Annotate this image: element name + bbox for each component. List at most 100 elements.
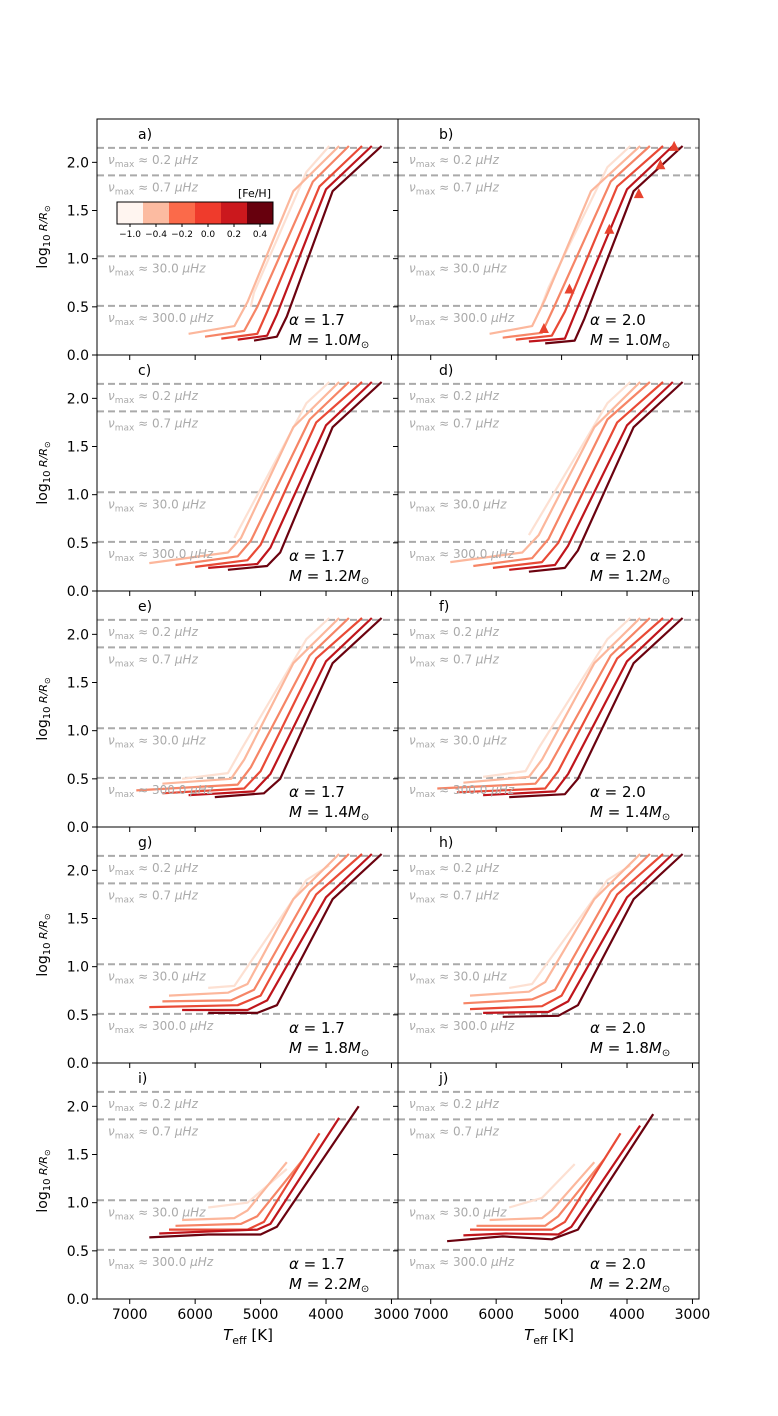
series-group — [447, 1113, 655, 1243]
mass-annotation: M = 1.8M⊙ — [289, 1039, 369, 1059]
y-tick-label-1: 0.5 — [67, 1008, 89, 1024]
series-line-feh-5 — [509, 617, 684, 799]
numax-label-1: νmax ≈ 0.7 μHz — [409, 416, 500, 433]
legend-tick-label-2: −0.2 — [171, 230, 193, 240]
mass-annotation: M = 1.4M⊙ — [289, 803, 369, 823]
x-tick-label-0: 7000 — [413, 1307, 449, 1323]
series-line-feh-4 — [483, 617, 674, 797]
series-line-feh-1 — [162, 617, 340, 785]
y-tick-label-4: 2.0 — [67, 627, 89, 643]
alpha-annotation: α = 1.7 — [289, 547, 345, 565]
numax-label-2: νmax ≈ 30.0 μHz — [108, 261, 206, 278]
marker-triangle-4 — [655, 159, 666, 170]
x-axis-label-unit: [K] — [247, 1326, 273, 1344]
series-line-feh-4 — [483, 853, 674, 1014]
marker-triangle-3 — [633, 188, 644, 199]
series-group — [463, 853, 684, 1018]
numax-label-2: νmax ≈ 30.0 μHz — [409, 733, 507, 750]
panel-j: νmax ≈ 0.2 μHz νmax ≈ 0.7 μHz νmax ≈ 30.0 … — [393, 1062, 710, 1323]
y-tick-label-1: 0.5 — [67, 772, 89, 788]
series-line-feh-5 — [214, 617, 383, 799]
marker-triangle-1 — [564, 283, 575, 294]
mass-annotation: M = 1.8M⊙ — [590, 1039, 670, 1059]
series-line-feh-0 — [233, 381, 331, 539]
series-line-feh-0 — [482, 617, 632, 778]
alpha-annotation: α = 2.0 — [590, 783, 646, 801]
y-tick-label-3: 1.5 — [67, 912, 89, 928]
panel-frame — [397, 1062, 700, 1300]
numax-label-0: νmax ≈ 0.2 μHz — [108, 1097, 199, 1114]
series-line-feh-3 — [469, 853, 664, 1011]
series-line-feh-1 — [489, 145, 641, 335]
mass-annotation: M = 1.2M⊙ — [289, 567, 369, 587]
panel-f: νmax ≈ 0.2 μHz νmax ≈ 0.7 μHz νmax ≈ 30.0 … — [393, 590, 700, 832]
legend-tick-label-5: 0.4 — [253, 230, 268, 240]
series-line-feh-3 — [169, 1132, 321, 1231]
series-line-feh-0 — [509, 864, 631, 989]
mass-annotation: M = 1.0M⊙ — [289, 331, 369, 351]
series-group — [437, 617, 684, 799]
panel-label: b) — [439, 127, 453, 143]
numax-label-2: νmax ≈ 30.0 μHz — [108, 497, 206, 514]
series-line-feh-3 — [492, 381, 664, 569]
series-line-feh-2 — [463, 853, 651, 1005]
legend-swatch-5 — [247, 202, 273, 224]
series-line-feh-2 — [476, 1158, 605, 1227]
series-line-feh-1 — [469, 853, 641, 997]
numax-label-0: νmax ≈ 0.2 μHz — [108, 861, 199, 878]
series-line-feh-5 — [502, 853, 684, 1018]
series-line-feh-1 — [168, 853, 340, 997]
numax-label-1: νmax ≈ 0.7 μHz — [108, 416, 199, 433]
numax-label-2: νmax ≈ 30.0 μHz — [108, 733, 206, 750]
x-tick-label-2: 5000 — [243, 1307, 279, 1323]
panel-label: j) — [438, 1071, 448, 1087]
y-axis-label: log10 R/R⊙ — [35, 205, 53, 268]
y-tick-label-4: 2.0 — [67, 391, 89, 407]
numax-label-1: νmax ≈ 0.7 μHz — [409, 888, 500, 905]
alpha-annotation: α = 1.7 — [289, 1019, 345, 1037]
x-tick-label-3: 4000 — [609, 1307, 645, 1323]
legend-swatch-3 — [195, 202, 221, 224]
x-tick-label-1: 6000 — [177, 1307, 213, 1323]
legend-swatch-4 — [221, 202, 247, 224]
panel-g: νmax ≈ 0.2 μHz νmax ≈ 0.7 μHz νmax ≈ 30.0 … — [35, 826, 399, 1072]
y-tick-label-4: 2.0 — [67, 155, 89, 171]
panel-d: νmax ≈ 0.2 μHz νmax ≈ 0.7 μHz νmax ≈ 30.0 … — [393, 354, 700, 596]
x-axis-labels: Teff [K] Teff [K] — [223, 1326, 574, 1347]
feh-legend: [Fe/H] −1.0 −0.4 −0.2 0.0 0.2 0.4 — [116, 187, 274, 240]
series-line-feh-1 — [182, 1161, 288, 1222]
numax-label-3: νmax ≈ 300.0 μHz — [108, 783, 214, 800]
y-tick-label-0: 0.0 — [67, 1292, 89, 1308]
numax-label-3: νmax ≈ 300.0 μHz — [409, 1255, 515, 1272]
numax-label-2: νmax ≈ 30.0 μHz — [409, 497, 507, 514]
numax-label-3: νmax ≈ 300.0 μHz — [108, 311, 214, 328]
series-line-feh-5 — [447, 1113, 655, 1243]
alpha-annotation: α = 2.0 — [590, 311, 646, 329]
numax-label-3: νmax ≈ 300.0 μHz — [108, 1255, 214, 1272]
series-line-feh-2 — [175, 1158, 304, 1227]
y-tick-label-4: 2.0 — [67, 1099, 89, 1115]
alpha-annotation: α = 1.7 — [289, 783, 345, 801]
y-tick-label-3: 1.5 — [67, 676, 89, 692]
marker-triangle-2 — [604, 223, 615, 234]
legend-swatch-2 — [169, 202, 195, 224]
x-tick-label-1: 6000 — [478, 1307, 514, 1323]
numax-label-2: νmax ≈ 30.0 μHz — [409, 969, 507, 986]
y-tick-label-3: 1.5 — [67, 204, 89, 220]
numax-label-2: νmax ≈ 30.0 μHz — [409, 261, 507, 278]
numax-label-3: νmax ≈ 300.0 μHz — [108, 547, 214, 564]
legend-frame — [116, 201, 274, 225]
x-tick-label-2: 5000 — [544, 1307, 580, 1323]
legend-tick-label-4: 0.2 — [227, 230, 241, 240]
series-line-feh-3 — [162, 617, 363, 795]
series-line-feh-2 — [437, 617, 651, 790]
y-tick-label-2: 1.0 — [67, 724, 89, 740]
panel-label: a) — [138, 127, 152, 143]
panel-b: νmax ≈ 0.2 μHz νmax ≈ 0.7 μHz νmax ≈ 30.0 … — [393, 118, 700, 360]
panel-c: νmax ≈ 0.2 μHz νmax ≈ 0.7 μHz νmax ≈ 30.0 … — [35, 354, 399, 600]
panel-label: i) — [138, 1071, 147, 1087]
mass-annotation: M = 1.4M⊙ — [590, 803, 670, 823]
series-line-feh-3 — [456, 617, 664, 794]
legend-swatch-0 — [117, 202, 143, 224]
series-line-feh-0 — [208, 1168, 288, 1209]
